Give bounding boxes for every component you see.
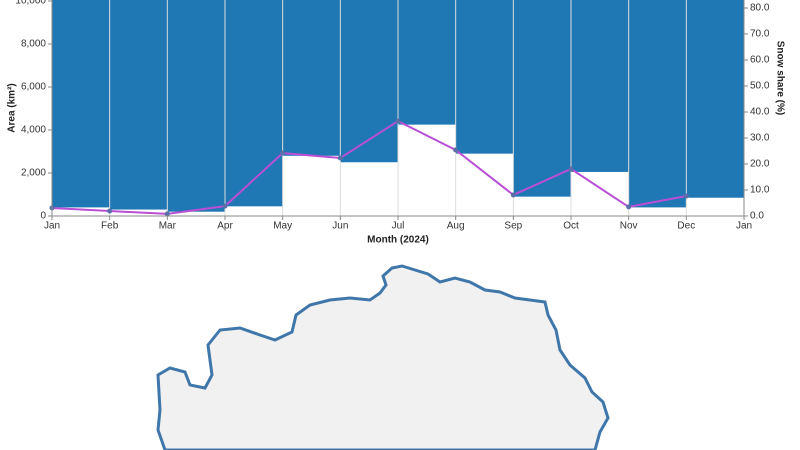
bar bbox=[513, 0, 571, 197]
y-tick-label: 0 bbox=[40, 211, 46, 222]
x-tick-label: Jan bbox=[44, 221, 60, 232]
x-tick-label: Aug bbox=[447, 221, 465, 232]
y-tick-label: 4,000 bbox=[21, 125, 46, 136]
bar bbox=[686, 0, 744, 198]
x-tick-label: Sep bbox=[504, 221, 522, 232]
bar bbox=[109, 0, 168, 210]
x-axis-title: Month (2024) bbox=[367, 235, 429, 246]
y2-tick-label: 80.0 bbox=[750, 3, 770, 14]
bar bbox=[167, 0, 225, 212]
x-tick-label: May bbox=[273, 221, 292, 232]
line-point bbox=[222, 203, 228, 209]
y-tick-label: 6,000 bbox=[21, 82, 46, 93]
y2-axis-title: Snow share (%) bbox=[774, 41, 785, 115]
line-point bbox=[280, 150, 286, 156]
x-tick-label: Mar bbox=[159, 221, 177, 232]
x-tick-label: Nov bbox=[620, 221, 638, 232]
bar bbox=[398, 0, 456, 125]
y2-tick-label: 0.0 bbox=[750, 211, 764, 222]
line-point bbox=[395, 118, 401, 124]
bar bbox=[571, 0, 629, 172]
y2-tick-label: 30.0 bbox=[750, 133, 770, 144]
line-point bbox=[107, 208, 113, 214]
bar bbox=[282, 0, 341, 156]
bar bbox=[455, 0, 514, 154]
x-tick-label: Jan bbox=[736, 221, 752, 232]
line-point bbox=[568, 166, 574, 172]
line-point bbox=[510, 192, 516, 198]
x-tick-label: Jul bbox=[392, 221, 405, 232]
y2-tick-label: 40.0 bbox=[750, 107, 770, 118]
bar bbox=[225, 0, 283, 207]
line-point bbox=[683, 193, 689, 199]
y2-tick-label: 20.0 bbox=[750, 159, 770, 170]
y2-tick-label: 70.0 bbox=[750, 29, 770, 40]
map-outline bbox=[156, 264, 610, 450]
bar bbox=[628, 0, 687, 208]
line-point bbox=[453, 147, 459, 153]
x-tick-label: Oct bbox=[563, 221, 579, 232]
bar bbox=[52, 0, 110, 208]
y-tick-label: 2,000 bbox=[21, 168, 46, 179]
x-tick-label: Dec bbox=[677, 221, 695, 232]
x-tick-label: Feb bbox=[101, 221, 119, 232]
line-point bbox=[626, 204, 632, 210]
y2-tick-label: 60.0 bbox=[750, 55, 770, 66]
x-tick-label: Apr bbox=[217, 221, 233, 232]
x-tick-label: Jun bbox=[332, 221, 348, 232]
line-point bbox=[337, 155, 343, 161]
y-tick-label: 8,000 bbox=[21, 39, 46, 50]
y-tick-label: 10,000 bbox=[15, 0, 46, 7]
line bbox=[51, 119, 687, 215]
bar bbox=[340, 0, 398, 163]
y-axis-title: Area (km²) bbox=[7, 83, 18, 132]
y2-tick-label: 50.0 bbox=[750, 81, 770, 92]
line-point bbox=[164, 211, 170, 217]
map bbox=[156, 264, 610, 450]
y2-tick-label: 10.0 bbox=[750, 185, 770, 196]
